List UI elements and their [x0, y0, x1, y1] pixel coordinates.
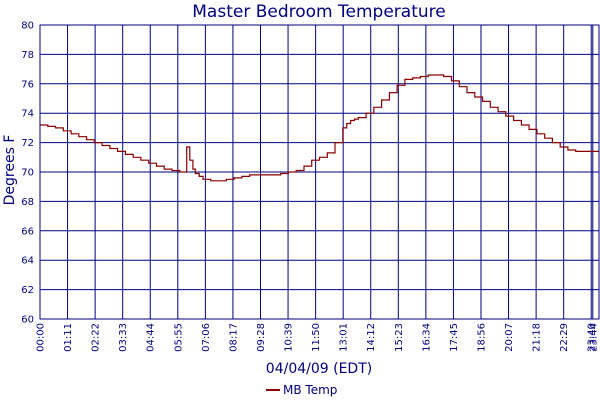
x-axis-label: 04/04/09 (EDT)	[266, 361, 372, 377]
x-tick-label: 22:29	[559, 323, 570, 352]
x-tick-label: 03:33	[118, 323, 129, 352]
legend: MB Temp	[266, 383, 337, 397]
x-tick-label: 14:12	[366, 323, 377, 352]
series-layer	[40, 74, 599, 182]
x-tick-label: 13:01	[339, 323, 350, 352]
y-tick-label: 74	[21, 109, 34, 120]
y-tick-labels: 60 62 64 66 68 70 72 74 76 78 80	[21, 21, 34, 326]
x-tick-label: 01:11	[63, 323, 74, 352]
x-tick-label: 08:17	[228, 323, 239, 352]
x-tick-label: 18:56	[476, 323, 487, 352]
y-tick-label: 66	[21, 226, 34, 237]
y-tick-label: 76	[21, 79, 34, 90]
x-tick-label: 23:40	[587, 323, 598, 352]
x-tick-label: 02:22	[91, 323, 102, 352]
x-tick-label: 11:50	[311, 323, 322, 352]
x-tick-label: 21:18	[532, 323, 543, 352]
y-tick-label: 78	[21, 50, 34, 61]
x-tick-label: 04:44	[146, 323, 157, 352]
chart-title: Master Bedroom Temperature	[192, 2, 445, 22]
legend-label: MB Temp	[283, 383, 337, 397]
x-tick-label: 10:39	[284, 323, 295, 352]
x-tick-label: 00:00	[36, 323, 47, 352]
x-tick-label: 17:45	[449, 323, 460, 352]
y-tick-label: 68	[21, 197, 34, 208]
y-axis-label: Degrees F	[2, 135, 18, 206]
x-tick-label: 16:34	[421, 323, 432, 352]
plot-frame	[39, 24, 600, 320]
x-tick-labels: 00:00 01:11 02:22 03:33 04:44 05:55 07:06 08:17…	[36, 323, 600, 352]
y-tick-label: 72	[21, 138, 34, 149]
x-tick-label: 23:44	[588, 323, 599, 352]
x-tick-label: 15:23	[394, 323, 405, 352]
y-tick-label: 70	[21, 168, 34, 179]
y-tick-label: 60	[21, 315, 34, 326]
series-line-mb-temp	[40, 74, 599, 182]
x-tick-label: 09:28	[256, 323, 267, 352]
y-tick-label: 64	[21, 256, 34, 267]
x-tick-label: 20:07	[504, 323, 515, 352]
x-tick-label: 05:55	[173, 323, 184, 352]
y-tick-label: 62	[21, 285, 34, 296]
x-tick-label: 07:06	[201, 323, 212, 352]
y-tick-label: 80	[21, 21, 34, 32]
